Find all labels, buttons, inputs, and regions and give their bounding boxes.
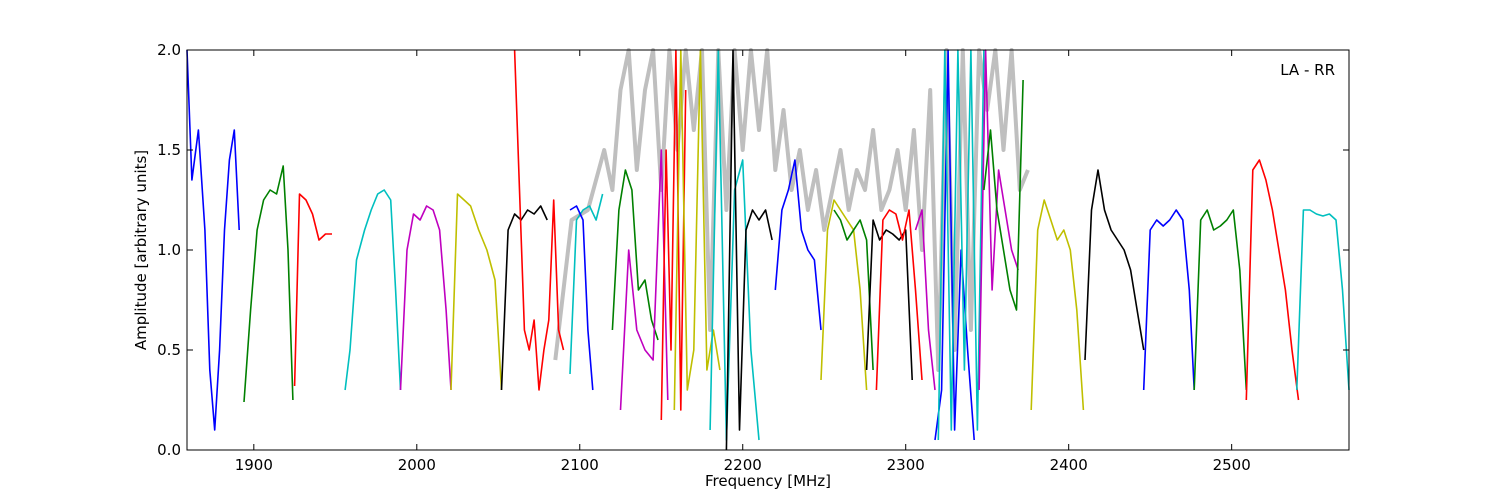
series-line-2: [293, 193, 332, 387]
y-axis-label: Amplitude [arbitrary units]: [132, 150, 150, 350]
series-line-4: [399, 205, 452, 391]
series-line-5: [450, 193, 503, 391]
series-line-21: [914, 209, 936, 391]
series-line-25: [983, 79, 1024, 311]
x-tick-label: 1900: [235, 456, 273, 474]
x-tick-label: 2400: [1050, 456, 1088, 474]
series-layer: [186, 49, 1350, 451]
series-line-27: [1084, 169, 1145, 361]
series-line-10: [611, 169, 659, 341]
series-line-30: [1245, 159, 1300, 401]
series-line-11: [619, 149, 669, 411]
series-line-31: [1296, 209, 1350, 391]
series-line-1: [243, 165, 294, 403]
series-line-29: [1193, 209, 1248, 391]
series-line-12: [660, 49, 687, 421]
series-line-20: [875, 209, 923, 391]
series-line-28: [1142, 209, 1195, 391]
y-tick-label: 1.0: [157, 241, 181, 259]
series-line-9: [569, 205, 594, 391]
series-line-16: [774, 159, 822, 331]
series-line-26: [1030, 199, 1085, 411]
series-line-15: [725, 49, 773, 451]
y-tick-label: 0.5: [157, 341, 181, 359]
series-line-22: [934, 49, 975, 441]
series-line-0: [186, 49, 240, 431]
x-tick-label: 2300: [887, 456, 925, 474]
x-tick-label: 2500: [1213, 456, 1251, 474]
series-line-17: [820, 199, 868, 391]
y-tick-label: 2.0: [157, 41, 181, 59]
series-line-6: [500, 205, 548, 391]
series-line-23: [937, 49, 985, 441]
series-line-8: [569, 193, 604, 375]
plot-background: [187, 50, 1349, 450]
y-tick-label: 1.5: [157, 141, 181, 159]
x-tick-label: 2000: [398, 456, 436, 474]
x-axis-ticks: 1900 2000 2100 2200 2300 2400 2500: [235, 50, 1251, 474]
series-line-18: [833, 209, 874, 371]
x-tick-label: 2200: [724, 456, 762, 474]
x-axis-label: Frequency [MHz]: [705, 472, 831, 490]
chart-annotation: LA - RR: [1280, 61, 1335, 79]
x-tick-label: 2100: [561, 456, 599, 474]
y-axis-ticks: 0.0 0.5 1.0 1.5 2.0: [157, 41, 1349, 459]
series-line-3: [344, 189, 402, 391]
series-line-7: [513, 49, 565, 391]
y-tick-label: 0.0: [157, 441, 181, 459]
